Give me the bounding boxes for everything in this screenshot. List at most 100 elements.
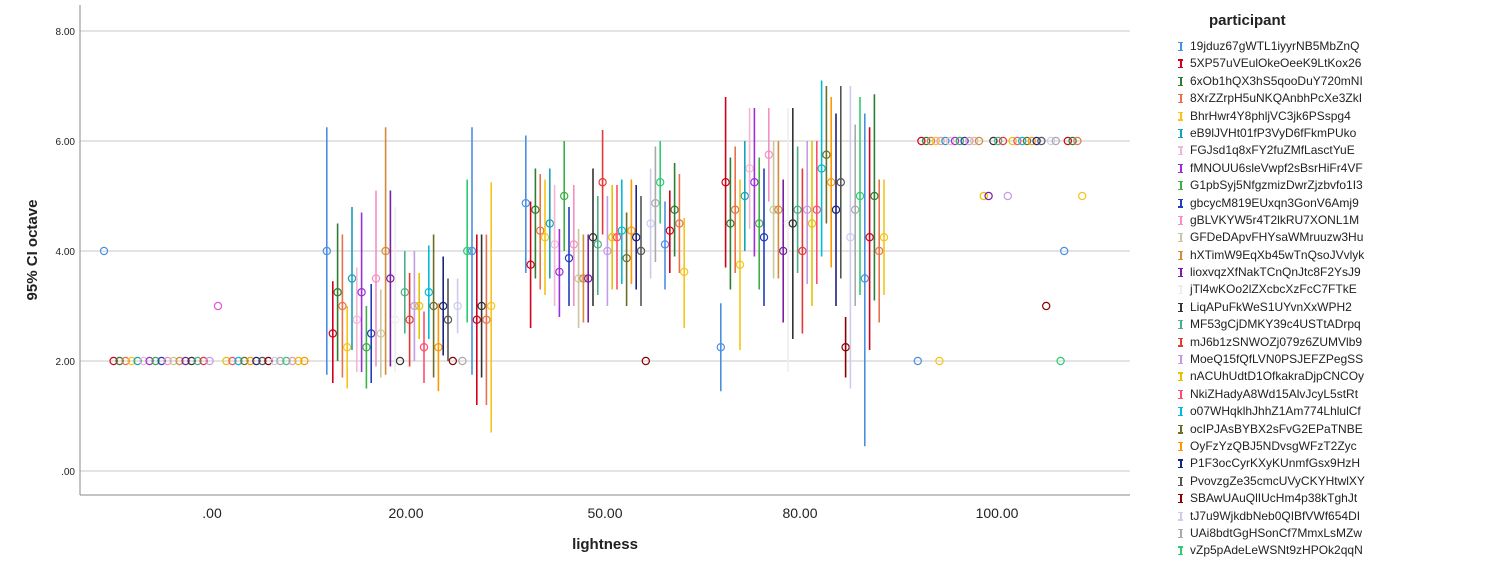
- error-bar-point: [831, 113, 841, 306]
- error-bar-point: [1032, 136, 1041, 146]
- error-bar-point: [376, 289, 385, 378]
- legend-item: OyFzYzQBJ5NDvsgWFzT2Zyc: [1176, 438, 1368, 455]
- mean-marker: [1013, 136, 1022, 146]
- error-bar-point: [410, 251, 419, 361]
- mean-marker: [443, 315, 453, 324]
- legend-label: nACUhUdtD1OfkakraDjpCNCOy: [1190, 369, 1365, 384]
- mean-marker: [564, 253, 574, 263]
- error-bar-point: [574, 229, 583, 328]
- mean-marker: [846, 233, 855, 242]
- mean-marker: [755, 219, 764, 228]
- legend-label: ocIPJAsBYBX2sFvG2EPaTNBE: [1190, 421, 1363, 436]
- legend-swatch-icon: [1178, 181, 1183, 191]
- mean-marker: [917, 136, 926, 146]
- legend-more: ...: [1176, 560, 1368, 562]
- legend-item: mJ6b1zSNWOZj079z6ZUMVlb9: [1176, 334, 1368, 351]
- mean-marker: [675, 219, 684, 228]
- mean-marker: [347, 274, 357, 283]
- mean-marker: [169, 356, 178, 366]
- mean-marker: [793, 205, 802, 214]
- error-bar-point: [759, 168, 769, 306]
- error-bar-point: [726, 157, 735, 290]
- legend-label: BhrHwr4Y8phljVC3jk6PSspg4: [1190, 108, 1351, 123]
- error-bar-point: [362, 306, 371, 389]
- error-bar-point: [979, 191, 989, 201]
- mean-marker: [879, 233, 889, 242]
- error-bar-marks: [99, 80, 1087, 447]
- legend-label: NkiZHadyA8Wd15AlvJcyL5stRt: [1190, 386, 1359, 401]
- error-bar-point: [187, 356, 196, 366]
- error-bar-point: [205, 356, 214, 366]
- error-bar-point: [1077, 191, 1087, 201]
- legend-label: 19jduz67gWTL1iyyrNB5MbZnQ: [1190, 39, 1360, 53]
- mean-marker: [540, 233, 550, 242]
- mean-marker: [463, 246, 472, 256]
- error-bar-point: [579, 234, 588, 323]
- legend-label: OyFzYzQBJ5NDvsgWFzT2Zyc: [1190, 438, 1357, 453]
- error-bar-point: [163, 356, 172, 366]
- mean-marker: [935, 356, 944, 366]
- y-tick-label: 6.00: [56, 137, 76, 148]
- error-bar-point: [1018, 136, 1027, 146]
- legend-swatch-icon: [1178, 511, 1183, 521]
- error-bar-point: [788, 108, 798, 339]
- mean-marker: [410, 301, 419, 311]
- mean-marker: [579, 274, 588, 283]
- legend-label: gBLVKYW5r4T2lkRU7XONL1M: [1190, 212, 1360, 227]
- legend-swatch-icon: [1178, 285, 1183, 295]
- legend-label: lioxvqzXfNakTCnQnJtc8F2YsJ9: [1190, 265, 1361, 280]
- error-bar-point: [139, 356, 148, 366]
- legend-swatch-icon: [1178, 233, 1183, 243]
- legend-item: o07WHqklhJhhZ1Am774LhlulCf: [1176, 403, 1368, 420]
- mean-marker: [936, 136, 945, 146]
- error-bar-point: [1059, 246, 1069, 256]
- error-bar-point: [545, 168, 555, 279]
- legend-label: G1pbSyj5NfgzmizDwrZjzbvfo1I3: [1190, 178, 1363, 193]
- legend-item: lioxvqzXfNakTCnQnJtc8F2YsJ9: [1176, 264, 1368, 281]
- error-bar-point: [536, 174, 545, 290]
- error-bar-point: [234, 356, 243, 366]
- error-bar-point: [1063, 136, 1073, 146]
- legend-swatch-icon: [1178, 546, 1183, 556]
- legend-label: GFDeDApvFHYsaWMruuzw3Hu: [1190, 230, 1364, 245]
- legend-list: 19jduz67gWTL1iyyrNB5MbZnQ 5XP57uVEulOkeOe…: [1176, 38, 1368, 562]
- error-bar-point: [841, 317, 850, 378]
- error-bar-point: [1073, 136, 1082, 146]
- error-bar-point: [612, 185, 622, 290]
- mean-marker: [636, 246, 646, 256]
- error-bar-point: [622, 212, 631, 306]
- mean-marker: [612, 233, 622, 242]
- legend-swatch-icon: [1178, 302, 1183, 312]
- mean-marker: [812, 205, 822, 214]
- mean-marker: [434, 343, 443, 352]
- error-bar-point: [817, 80, 826, 257]
- mean-marker: [405, 315, 414, 324]
- mean-marker: [1046, 136, 1056, 146]
- legend-swatch-icon: [1178, 163, 1183, 173]
- mean-marker: [783, 219, 793, 228]
- legend-item: 5XP57uVEulOkeOeeK9LtKox26: [1176, 55, 1368, 72]
- mean-marker: [550, 240, 559, 249]
- legend-item: MF53gCjDMKY39c4USTtADrpq: [1176, 316, 1368, 333]
- error-bar-point: [199, 356, 208, 366]
- mean-marker: [646, 219, 655, 228]
- mean-marker: [974, 136, 984, 146]
- mean-marker: [807, 219, 817, 228]
- mean-marker: [950, 136, 960, 146]
- mean-marker: [922, 136, 931, 146]
- error-bar-point: [731, 146, 740, 273]
- mean-marker: [965, 136, 974, 146]
- mean-marker: [979, 191, 989, 201]
- mean-marker: [656, 178, 665, 187]
- mean-marker: [109, 356, 118, 366]
- mean-marker: [429, 301, 438, 311]
- mean-marker: [1063, 136, 1073, 146]
- legend-swatch-icon: [1178, 476, 1183, 486]
- legend-swatch-icon: [1178, 407, 1183, 417]
- mean-marker: [798, 246, 807, 256]
- error-bar-point: [721, 97, 730, 268]
- legend-item: PvovzgZe35cmcUVyCKYHtwlXY: [1176, 473, 1368, 490]
- error-bar-point: [646, 168, 655, 279]
- legend-item: MoeQ15fQfLVN0PSJEFZPegSS: [1176, 351, 1368, 368]
- mean-marker: [400, 288, 409, 297]
